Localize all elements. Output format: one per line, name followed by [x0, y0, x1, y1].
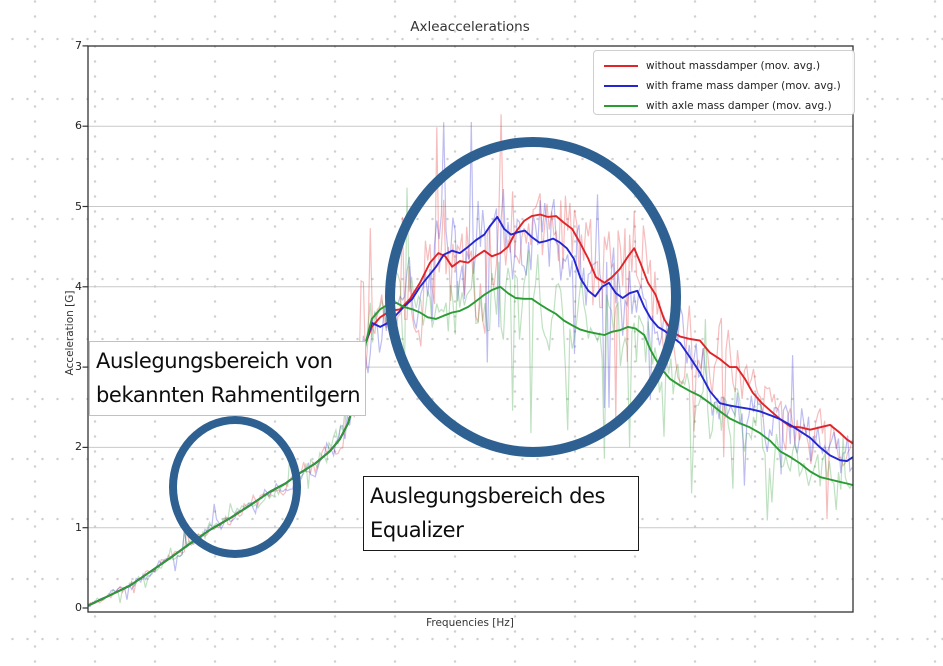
y-tick-label: 0 — [75, 601, 82, 614]
green-line-swatch-icon — [604, 104, 638, 108]
legend: without massdamper (mov. avg.) with fram… — [593, 50, 855, 115]
red-line-swatch-icon — [604, 64, 638, 68]
y-tick-label: 7 — [75, 38, 82, 52]
design-range-frame-dampers-callout[interactable]: Auslegungsbereich von bekannten Rahmenti… — [89, 341, 366, 416]
chart-title: Axleaccelerations — [410, 19, 530, 35]
callout-line: Auslegungsbereich von — [96, 349, 333, 373]
y-tick-label: 6 — [75, 119, 82, 133]
legend-label: with axle mass damper (mov. avg.) — [646, 100, 832, 112]
legend-entry-without-massdamper: without massdamper (mov. avg.) — [604, 56, 854, 76]
small-circle-annotation[interactable] — [169, 416, 301, 558]
callout-line: bekannten Rahmentilgern — [96, 383, 361, 407]
legend-label: with frame mass damper (mov. avg.) — [646, 80, 841, 92]
legend-entry-axle-mass-damper: with axle mass damper (mov. avg.) — [604, 96, 854, 116]
legend-entry-frame-mass-damper: with frame mass damper (mov. avg.) — [604, 76, 854, 96]
callout-line: Auslegungsbereich des — [370, 484, 606, 508]
y-tick-label: 4 — [75, 279, 82, 293]
large-circle-annotation[interactable] — [385, 137, 681, 457]
y-tick-label: 3 — [75, 360, 82, 374]
legend-label: without massdamper (mov. avg.) — [646, 60, 821, 72]
y-tick-label: 2 — [75, 440, 82, 454]
x-axis-label: Frequencies [Hz] — [426, 617, 514, 629]
y-tick-label: 5 — [75, 199, 82, 213]
y-tick-label: 1 — [75, 520, 82, 534]
design-range-equalizer-callout[interactable]: Auslegungsbereich des Equalizer — [363, 476, 639, 551]
callout-line: Equalizer — [370, 518, 464, 542]
blue-line-swatch-icon — [604, 84, 638, 88]
